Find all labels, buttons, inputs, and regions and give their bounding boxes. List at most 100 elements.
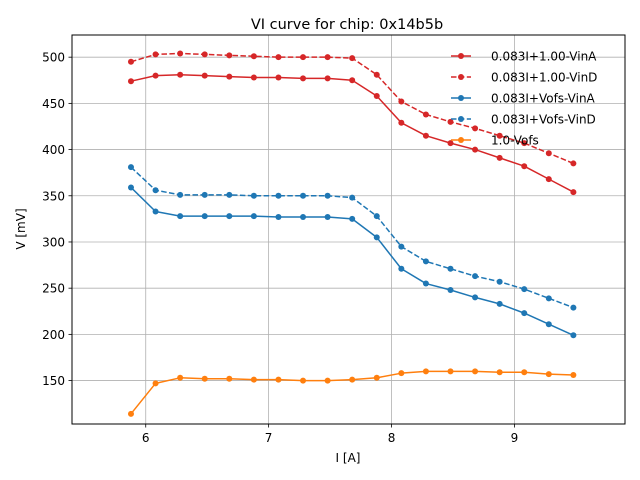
series-3-point [496, 300, 503, 307]
series-3-point [570, 332, 577, 339]
series-2-point [496, 132, 503, 139]
series-1-point [496, 154, 503, 161]
y-tick-label: 300 [42, 235, 65, 249]
series-5-point [398, 370, 405, 377]
series-2-point [570, 160, 577, 167]
series-5-point [373, 374, 380, 381]
axis-ticks: 6 7 8 9 150 200 250 300 350 400 450 500 [42, 51, 518, 445]
legend-marker-2 [458, 74, 464, 80]
series-3-point [422, 280, 429, 287]
y-tick-label: 450 [42, 97, 65, 111]
series-2-point [373, 71, 380, 78]
series-2-point [472, 125, 479, 132]
series-4-point [300, 192, 307, 199]
series-1-point [422, 132, 429, 139]
series-5-point [201, 375, 208, 382]
x-tick-label: 9 [511, 431, 519, 445]
series-2-point [324, 54, 331, 61]
legend-marker-1 [458, 53, 464, 59]
legend-label-5: 1.0-Vofs [491, 134, 539, 148]
series-1-point [545, 176, 552, 183]
series-4-point [570, 304, 577, 311]
series-2-point [545, 150, 552, 157]
series-4-point [250, 192, 257, 199]
series-3-point [177, 213, 184, 220]
series-3-point [521, 310, 528, 317]
series-1-point [570, 189, 577, 196]
series-line-4 [130, 166, 574, 309]
legend-marker-4 [458, 116, 464, 122]
y-tick-label: 500 [42, 51, 65, 65]
series-3-point [324, 214, 331, 221]
series-3-point [349, 215, 356, 222]
series-1-point [152, 72, 159, 79]
y-tick-label: 250 [42, 282, 65, 296]
legend-label-4: 0.083I+Vofs-VinD [491, 113, 596, 127]
series-1-point [250, 74, 257, 81]
series-4-point [447, 265, 454, 272]
y-axis-label: V [mV] [14, 208, 28, 249]
series-1-point [472, 146, 479, 153]
chart-title: VI curve for chip: 0x14b5b [251, 17, 443, 33]
series-5-point [324, 377, 331, 384]
series-5-point [422, 368, 429, 375]
series-5-point [177, 374, 184, 381]
series-4-point [152, 187, 159, 194]
series-5-point [349, 376, 356, 383]
series-1-point [324, 75, 331, 82]
series-3-point [373, 234, 380, 241]
series-group [127, 50, 577, 417]
x-tick-label: 6 [142, 431, 150, 445]
series-4-point [275, 192, 282, 199]
series-3-point [300, 214, 307, 221]
series-5-point [152, 380, 159, 387]
series-1-point [275, 74, 282, 81]
series-2-point [177, 50, 184, 57]
x-tick-label: 7 [265, 431, 273, 445]
series-3-point [127, 184, 134, 191]
series-3-point [472, 294, 479, 301]
series-3-point [152, 208, 159, 215]
plot-area-frame [71, 34, 626, 425]
series-4-point [521, 286, 528, 293]
series-1-point [349, 77, 356, 84]
series-4-point [324, 192, 331, 199]
series-1-point [398, 119, 405, 126]
series-2-point [201, 51, 208, 58]
series-3-point [250, 213, 257, 220]
series-5-point [226, 375, 233, 382]
series-1-point [127, 78, 134, 85]
series-2-point [349, 55, 356, 62]
series-2-point [250, 53, 257, 60]
legend-label-3: 0.083I+Vofs-VinA [491, 92, 596, 106]
series-1-point [226, 73, 233, 80]
series-2-point [275, 54, 282, 61]
series-1-point [521, 163, 528, 170]
series-5-point [300, 377, 307, 384]
x-axis-label: I [A] [336, 451, 361, 465]
series-1-point [300, 75, 307, 82]
series-3-point [545, 321, 552, 328]
series-5-point [447, 368, 454, 375]
series-4-point [496, 278, 503, 285]
series-4-point [472, 273, 479, 280]
series-4-point [177, 191, 184, 198]
series-4-point [201, 191, 208, 198]
series-5-point [127, 410, 134, 417]
legend-marker-5 [458, 137, 464, 143]
series-3-point [447, 287, 454, 294]
series-4-point [127, 164, 134, 171]
y-tick-label: 350 [42, 189, 65, 203]
series-2-point [152, 51, 159, 58]
y-tick-label: 200 [42, 328, 65, 342]
series-1-point [177, 71, 184, 78]
series-1-point [373, 92, 380, 99]
series-2-point [521, 140, 528, 147]
series-4-point [422, 258, 429, 265]
grid [72, 35, 625, 424]
series-5-point [570, 372, 577, 379]
series-5-point [275, 376, 282, 383]
series-2-point [226, 52, 233, 59]
series-5-point [496, 369, 503, 376]
series-1-point [201, 72, 208, 79]
